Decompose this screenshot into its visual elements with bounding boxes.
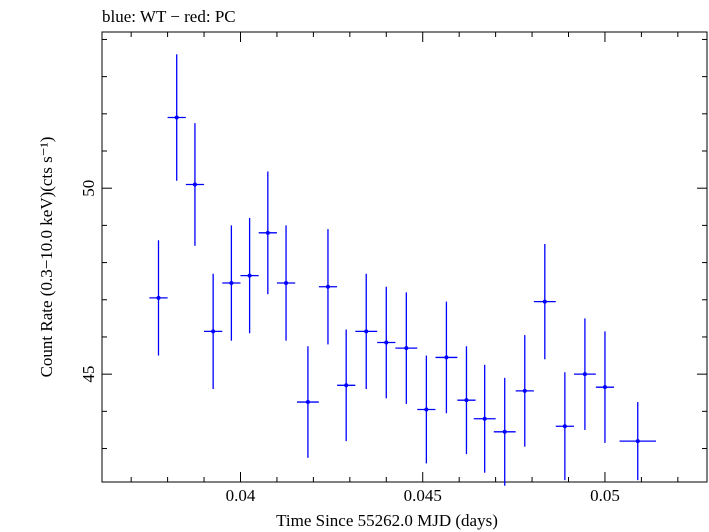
data-point [258,171,277,295]
point-marker [284,281,289,286]
axis-tick-labels: 0.04 0.045 0.05 45 50 [79,180,620,505]
data-point [417,355,436,464]
y-tick-label: 45 [79,366,98,383]
point-marker [404,346,409,351]
x-axis-label: Time Since 55262.0 MJD (days) [276,511,498,530]
data-point [355,273,378,390]
point-marker [192,182,197,187]
point-marker [482,416,487,421]
data-point [222,225,241,341]
data-point [318,229,338,345]
point-marker [305,400,310,405]
y-tick-label: 50 [79,180,98,197]
point-marker [562,424,567,429]
data-point [619,402,656,481]
point-marker [464,398,469,403]
data-points [149,54,656,486]
plot-frame [101,31,708,483]
data-point [395,292,418,404]
point-marker [325,284,330,289]
data-point [533,243,556,360]
data-point [276,225,296,341]
point-marker [247,273,252,278]
point-marker [174,115,179,120]
data-point [296,346,319,458]
point-marker [229,281,234,286]
point-marker [444,355,449,360]
data-point [595,331,615,443]
data-point [555,372,574,481]
data-point [493,377,516,486]
data-point [435,301,458,414]
axis-ticks [102,32,707,482]
data-point [377,286,396,399]
data-point [515,335,534,447]
data-point [185,123,205,246]
point-marker [211,329,216,334]
x-tick-label: 0.05 [590,486,620,505]
point-marker [542,299,547,304]
point-marker [602,385,607,390]
data-point [573,318,596,430]
chart-title: blue: WT − red: PC [102,7,236,26]
point-marker [364,329,369,334]
y-axis-label: Count Rate (0.3−10.0 keV)(cts s⁻¹) [37,137,56,378]
data-point [204,273,223,390]
data-point [337,329,356,442]
point-marker [344,383,349,388]
data-point [240,217,259,334]
point-marker [582,372,587,377]
x-tick-label: 0.04 [226,486,256,505]
data-point [167,54,186,181]
point-marker [156,295,161,300]
point-marker [424,407,429,412]
point-marker [502,429,507,434]
data-point [457,346,476,455]
data-point [473,364,496,473]
point-marker [384,340,389,345]
point-marker [265,230,270,235]
x-tick-label: 0.045 [404,486,442,505]
point-marker [522,388,527,393]
point-marker [635,439,640,444]
data-point [149,240,168,356]
